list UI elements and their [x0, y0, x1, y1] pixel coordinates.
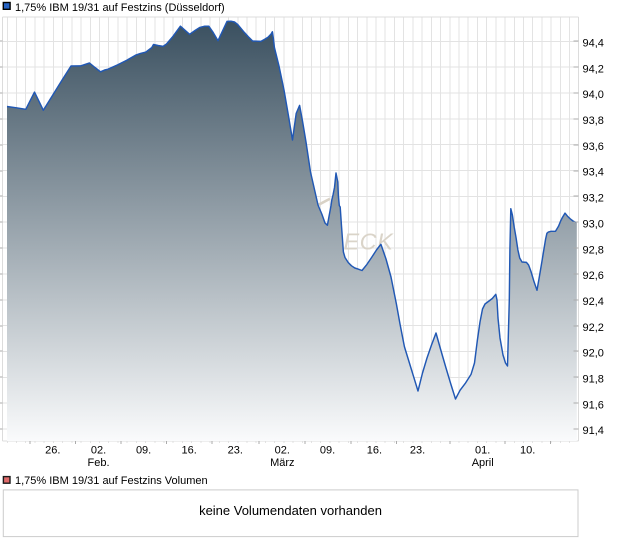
svg-text:16.: 16.: [367, 445, 382, 457]
svg-text:93,6: 93,6: [583, 141, 604, 153]
svg-text:Feb.: Feb.: [87, 457, 109, 469]
svg-text:93,2: 93,2: [583, 193, 604, 205]
svg-text:10.: 10.: [520, 445, 535, 457]
svg-text:92,0: 92,0: [583, 348, 604, 360]
svg-text:02.: 02.: [275, 445, 290, 457]
svg-text:23.: 23.: [228, 445, 243, 457]
svg-text:09.: 09.: [320, 445, 335, 457]
svg-text:16.: 16.: [182, 445, 197, 457]
svg-text:92,2: 92,2: [583, 322, 604, 334]
svg-text:02.: 02.: [91, 445, 106, 457]
svg-text:91,6: 91,6: [583, 399, 604, 411]
svg-text:keine Volumendaten vorhanden: keine Volumendaten vorhanden: [199, 503, 382, 518]
svg-text:23.: 23.: [410, 445, 425, 457]
svg-text:09.: 09.: [136, 445, 151, 457]
svg-text:92,6: 92,6: [583, 270, 604, 282]
svg-text:1,75% IBM 19/31 auf Festzins V: 1,75% IBM 19/31 auf Festzins Volumen: [15, 475, 208, 487]
svg-text:26.: 26.: [45, 445, 60, 457]
svg-text:01.: 01.: [475, 445, 490, 457]
svg-text:91,8: 91,8: [583, 374, 604, 386]
svg-text:92,4: 92,4: [583, 296, 604, 308]
svg-text:März: März: [270, 457, 294, 469]
svg-text:91,4: 91,4: [583, 425, 604, 437]
svg-text:ECK: ECK: [344, 229, 395, 255]
svg-text:93,0: 93,0: [583, 218, 604, 230]
svg-text:94,0: 94,0: [583, 89, 604, 101]
svg-text:1,75% IBM 19/31 auf Festzins (: 1,75% IBM 19/31 auf Festzins (Düsseldorf…: [15, 2, 225, 14]
svg-text:93,8: 93,8: [583, 115, 604, 127]
svg-text:94,2: 94,2: [583, 63, 604, 75]
svg-text:94,4: 94,4: [583, 38, 604, 50]
svg-text:93,4: 93,4: [583, 167, 604, 179]
svg-text:92,8: 92,8: [583, 244, 604, 256]
svg-text:April: April: [472, 457, 494, 469]
